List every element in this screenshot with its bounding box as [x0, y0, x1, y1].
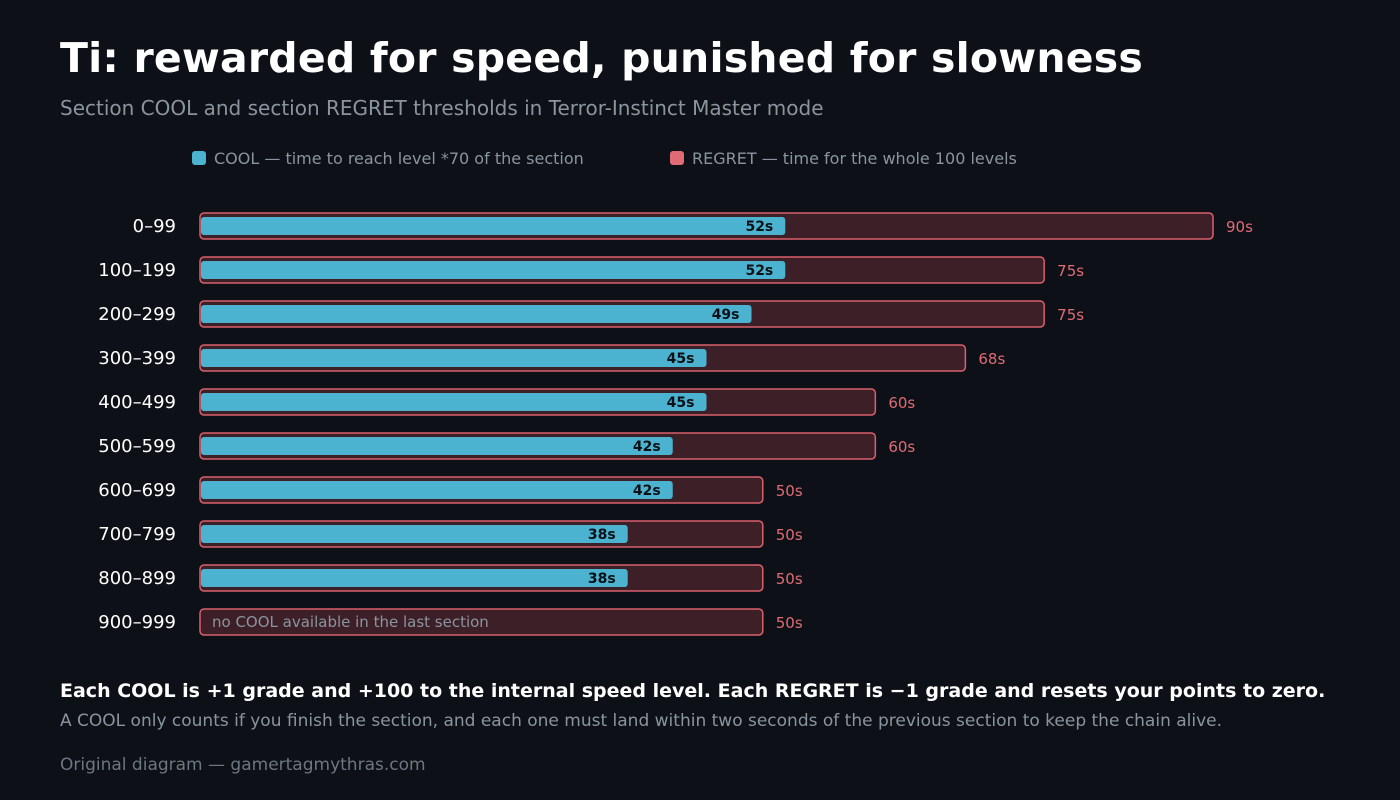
regret-value-label: 60s	[888, 438, 915, 456]
note-primary: Each COOL is +1 grade and +100 to the in…	[60, 680, 1326, 702]
note-secondary: A COOL only counts if you finish the sec…	[60, 711, 1223, 731]
cool-value-label: 38s	[588, 527, 616, 543]
regret-value-label: 60s	[888, 394, 915, 412]
regret-value-label: 50s	[776, 526, 803, 544]
category-label: 0–99	[133, 216, 176, 237]
cool-value-label: 49s	[712, 307, 740, 323]
category-label: 500–599	[98, 436, 176, 457]
legend-label-regret: REGRET — time for the whole 100 levels	[692, 148, 1017, 168]
cool-value-label: 52s	[745, 219, 773, 235]
cool-bar	[201, 305, 752, 323]
regret-bar	[199, 608, 764, 636]
source-credit: Original diagram — gamertagmythras.com	[60, 755, 426, 775]
category-label: 100–199	[98, 260, 176, 281]
legend-swatch-regret	[670, 151, 684, 165]
category-label: 700–799	[98, 524, 176, 545]
cool-bar	[201, 437, 673, 455]
regret-value-label: 68s	[978, 350, 1005, 368]
regret-value-label: 75s	[1057, 262, 1084, 280]
regret-value-label: 50s	[776, 482, 803, 500]
cool-bar	[201, 393, 707, 411]
category-label: 200–299	[98, 304, 176, 325]
regret-value-label: 90s	[1226, 218, 1253, 236]
chart-subtitle: Section COOL and section REGRET threshol…	[60, 96, 824, 120]
cool-bar	[201, 481, 673, 499]
no-cool-annotation: no COOL available in the last section	[212, 613, 489, 631]
cool-value-label: 52s	[745, 263, 773, 279]
category-label: 600–699	[98, 480, 176, 501]
cool-bar	[201, 525, 628, 543]
cool-value-label: 42s	[633, 439, 661, 455]
category-label: 300–399	[98, 348, 176, 369]
regret-value-label: 50s	[776, 614, 803, 632]
legend-swatch-cool	[192, 151, 206, 165]
category-label: 900–999	[98, 612, 176, 633]
regret-value-label: 50s	[776, 570, 803, 588]
cool-value-label: 38s	[588, 571, 616, 587]
cool-value-label: 45s	[667, 351, 695, 367]
regret-value-label: 75s	[1057, 306, 1084, 324]
legend-label-cool: COOL — time to reach level *70 of the se…	[214, 148, 584, 168]
cool-value-label: 45s	[667, 395, 695, 411]
legend-item-cool: COOL — time to reach level *70 of the se…	[192, 148, 584, 168]
category-label: 400–499	[98, 392, 176, 413]
chart-title: Ti: rewarded for speed, punished for slo…	[60, 34, 1143, 82]
bar-chart: 0–99 90s 52s 100–199 75s 52s 200–299 75s 49s 300–…	[98, 212, 1253, 636]
cool-bar	[201, 569, 628, 587]
legend-item-regret: REGRET — time for the whole 100 levels	[670, 148, 1017, 168]
cool-bar	[201, 261, 786, 279]
cool-value-label: 42s	[633, 483, 661, 499]
category-label: 800–899	[98, 568, 176, 589]
cool-bar	[201, 349, 707, 367]
cool-bar	[201, 217, 786, 235]
